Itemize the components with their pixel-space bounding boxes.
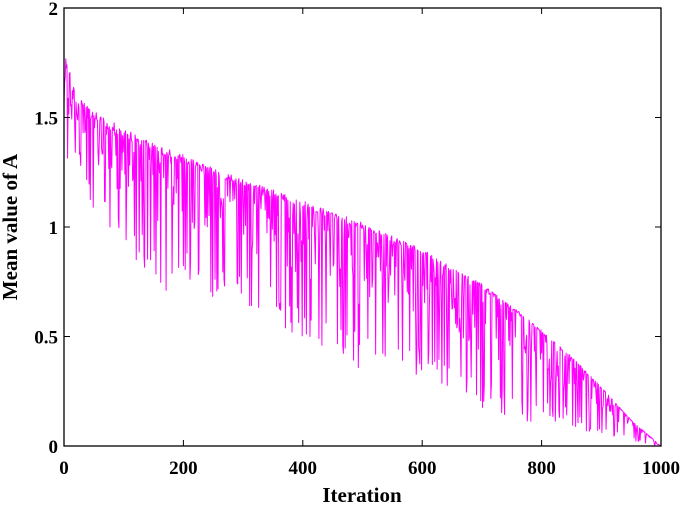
x-tick-label: 1000 — [642, 458, 680, 479]
series-line-0 — [64, 58, 661, 446]
y-tick-label: 1 — [49, 218, 59, 239]
ticks-layer: 0 200 400 600 800 1000 0 0.5 1 1.5 2 — [34, 0, 680, 479]
x-axis-title: Iteration — [322, 483, 402, 505]
x-tick-label: 400 — [289, 458, 318, 479]
y-tick-label: 0.5 — [34, 328, 58, 349]
y-tick-label: 2 — [49, 0, 59, 20]
y-tick-label: 1.5 — [34, 109, 58, 130]
series-layer — [64, 58, 661, 446]
y-tick-label: 0 — [49, 437, 59, 458]
x-tick-label: 200 — [169, 458, 198, 479]
x-tick-label: 800 — [527, 458, 556, 479]
y-axis-title: Mean value of A — [0, 153, 22, 300]
x-tick-label: 0 — [59, 458, 69, 479]
x-tick-label: 600 — [408, 458, 437, 479]
